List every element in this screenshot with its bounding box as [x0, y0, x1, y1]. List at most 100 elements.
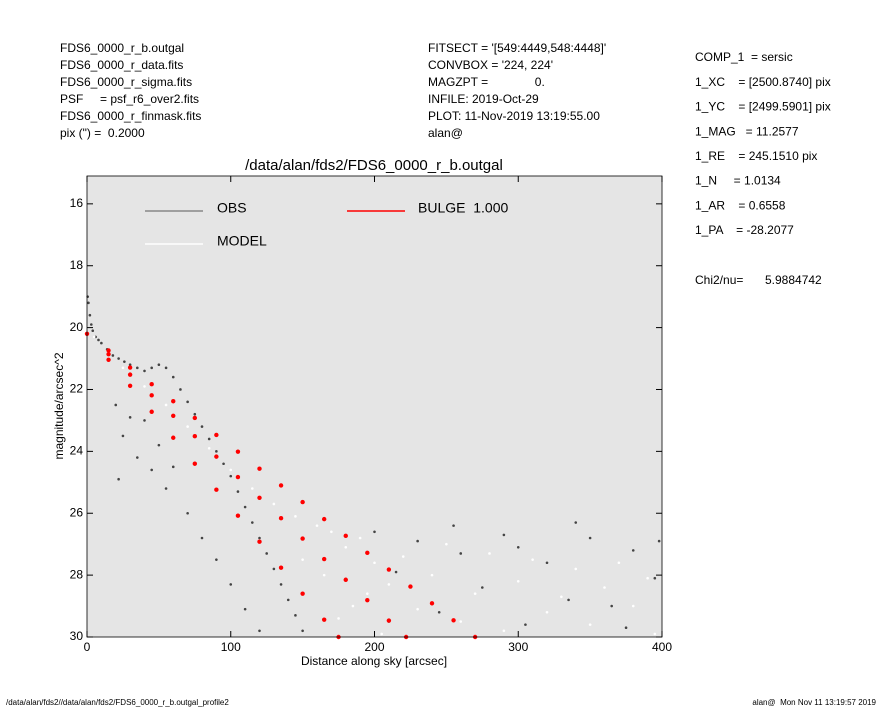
data-point [127, 365, 133, 370]
data-point [243, 505, 247, 509]
data-point [416, 539, 419, 543]
y-tick-label: 16 [70, 196, 84, 210]
data-point [106, 352, 111, 357]
header-middle-line: PLOT: 11-Nov-2019 13:19:55.00 [428, 109, 600, 123]
data-point [229, 474, 233, 478]
data-point [157, 443, 161, 447]
header-right-line: 1_MAG = 11.2577 [695, 124, 799, 138]
data-point [502, 629, 506, 633]
y-axis-label: magnitude/arcsec^2 [52, 352, 66, 459]
data-point [114, 403, 118, 407]
data-point [258, 536, 261, 540]
header-middle-line: MAGZPT = 0. [428, 75, 545, 89]
data-point [150, 366, 153, 370]
data-point [560, 595, 563, 599]
data-point [243, 607, 247, 611]
data-point [136, 456, 139, 459]
data-point [545, 561, 549, 565]
data-point [624, 626, 628, 630]
x-tick-label: 200 [364, 640, 384, 654]
data-point [207, 437, 211, 441]
data-point [143, 369, 146, 373]
data-point [653, 576, 657, 580]
data-point [87, 301, 90, 305]
data-point [416, 607, 419, 611]
data-point [164, 366, 168, 370]
data-point [278, 483, 284, 488]
data-point [207, 446, 211, 450]
data-point [653, 632, 657, 636]
legend-label: OBS [217, 200, 247, 216]
data-point [229, 583, 233, 586]
header-right-line: COMP_1 = sersic [695, 50, 793, 64]
data-point [343, 533, 348, 539]
data-point [179, 388, 182, 391]
data-point [315, 524, 319, 527]
data-point [265, 552, 268, 555]
data-point [322, 573, 326, 577]
data-point [157, 363, 161, 367]
data-point [186, 511, 189, 515]
data-point [257, 466, 262, 471]
data-point [387, 583, 391, 586]
data-point [106, 348, 111, 353]
header-left-line: PSF = psf_r6_over2.fits [60, 92, 199, 106]
data-point [321, 617, 327, 622]
data-point [567, 598, 570, 602]
data-point [251, 487, 254, 490]
header-right-line: 1_XC = [2500.8740] pix [695, 75, 831, 89]
data-point [373, 561, 376, 565]
header-right-line: 1_YC = [2499.5901] pix [695, 100, 831, 114]
data-point [531, 558, 534, 561]
x-tick-label: 100 [221, 640, 241, 654]
data-point [437, 610, 441, 614]
header-left-line: FDS6_0000_r_b.outgal [60, 41, 184, 55]
data-point [164, 487, 168, 490]
data-point [272, 502, 276, 506]
data-point [91, 329, 95, 332]
header-middle-line: FITSECT = '[549:4449,548:4448]' [428, 41, 606, 55]
data-point [192, 415, 198, 421]
data-point [617, 561, 621, 565]
data-point [646, 576, 649, 580]
data-point [235, 474, 241, 480]
data-point [235, 513, 241, 518]
data-point [117, 357, 120, 360]
data-point [171, 465, 175, 469]
data-point [121, 434, 125, 438]
plot-area [87, 176, 662, 637]
data-point [88, 313, 92, 317]
data-point [286, 598, 290, 602]
data-point [171, 413, 176, 418]
data-point [192, 434, 198, 439]
data-point [408, 584, 413, 589]
data-point [588, 536, 592, 540]
header-left-line: FDS6_0000_r_sigma.fits [60, 75, 192, 89]
data-point [330, 530, 333, 534]
data-point [300, 536, 305, 541]
data-point [657, 539, 661, 543]
data-point [149, 382, 154, 387]
data-point [200, 536, 204, 540]
data-point [279, 583, 283, 586]
data-point [380, 632, 383, 636]
data-point [451, 618, 456, 623]
data-point [117, 477, 120, 481]
y-tick-label: 30 [70, 629, 84, 643]
data-point [215, 450, 218, 453]
data-point [588, 623, 592, 626]
data-point [459, 552, 463, 555]
data-point [401, 555, 405, 558]
data-point [186, 400, 189, 404]
data-point [394, 570, 398, 574]
x-axis-label: Distance along sky [arcsec] [301, 654, 447, 668]
data-point [473, 592, 477, 595]
data-point [128, 416, 132, 419]
data-point [193, 412, 197, 416]
header-left-line: pix (") = 0.2000 [60, 126, 145, 140]
data-point [171, 399, 176, 404]
y-tick-label: 26 [70, 505, 84, 519]
data-point [430, 573, 434, 577]
x-tick-label: 400 [652, 640, 672, 654]
header-right-line: 1_PA = -28.2077 [695, 223, 794, 237]
